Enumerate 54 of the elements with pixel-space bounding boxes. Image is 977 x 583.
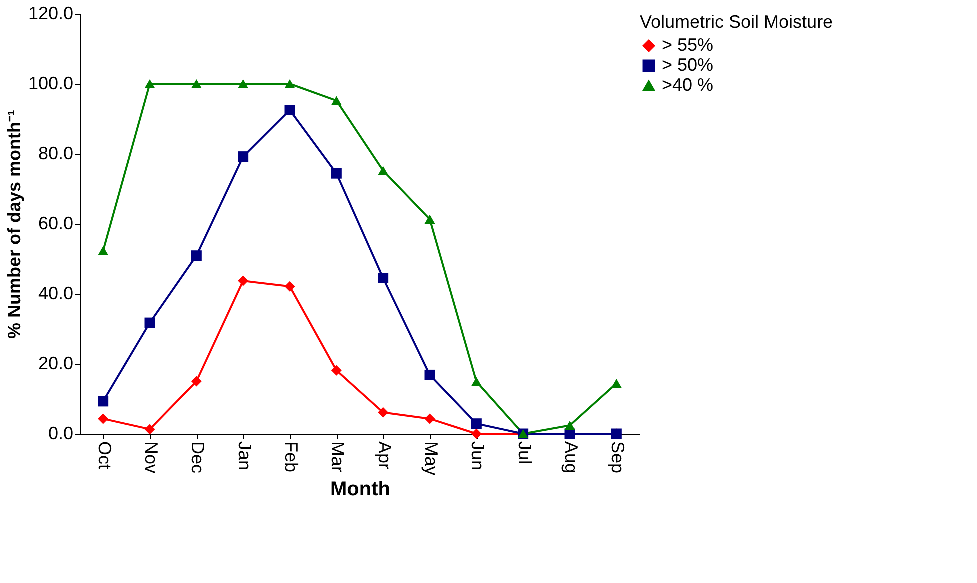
y-tick-label: 80.0 [38, 144, 74, 164]
x-tick-label: Jun [468, 442, 488, 471]
point [424, 414, 436, 424]
point [378, 166, 389, 176]
point [144, 424, 156, 435]
x-tick-label: Aug [562, 442, 582, 474]
point [191, 79, 202, 89]
point [424, 370, 436, 380]
point [378, 407, 389, 418]
x-tick-label: Feb [282, 442, 302, 473]
point [611, 379, 622, 388]
point [331, 365, 342, 376]
x-axis-title: Month [330, 478, 390, 501]
point [238, 79, 249, 89]
point [98, 246, 109, 256]
y-tick-label: 120.0 [28, 4, 74, 24]
point [238, 276, 249, 286]
y-tick-label: 20.0 [38, 354, 74, 374]
point [98, 414, 109, 424]
point [144, 318, 156, 328]
point [144, 79, 156, 89]
point [284, 79, 296, 89]
x-tick-label: Jul [514, 442, 535, 465]
legend-label: > 50% [662, 55, 714, 75]
point [331, 168, 342, 179]
point [378, 273, 389, 284]
x-tick-label: Mar [328, 442, 348, 473]
y-tick-label: 100.0 [28, 74, 74, 94]
point [564, 421, 576, 430]
point [284, 105, 296, 116]
point [191, 250, 202, 262]
point [331, 96, 342, 106]
y-tick-label: 0.0 [48, 424, 74, 444]
legend-title: Volumetric Soil Moisture [640, 12, 834, 32]
legend-label: >40 % [662, 75, 714, 95]
point [98, 396, 109, 407]
x-tick-label: Sep [608, 442, 628, 474]
x-tick-label: Jan [234, 442, 255, 471]
point [471, 377, 482, 386]
point [471, 418, 482, 430]
x-tick-label: Nov [142, 442, 162, 474]
y-axis-title: % Number of days month⁻¹ [4, 110, 24, 340]
y-tick-label: 60.0 [38, 214, 74, 234]
point [238, 152, 249, 162]
x-tick-label: Dec [188, 442, 208, 474]
point [191, 376, 202, 387]
legend-label: > 55% [662, 35, 714, 55]
point [284, 281, 296, 292]
point [424, 214, 436, 224]
x-tick-label: May [422, 442, 442, 476]
x-tick-label: Oct [94, 442, 115, 470]
y-tick-label: 40.0 [38, 284, 74, 304]
point [471, 428, 482, 440]
x-tick-label: Apr [374, 442, 395, 470]
